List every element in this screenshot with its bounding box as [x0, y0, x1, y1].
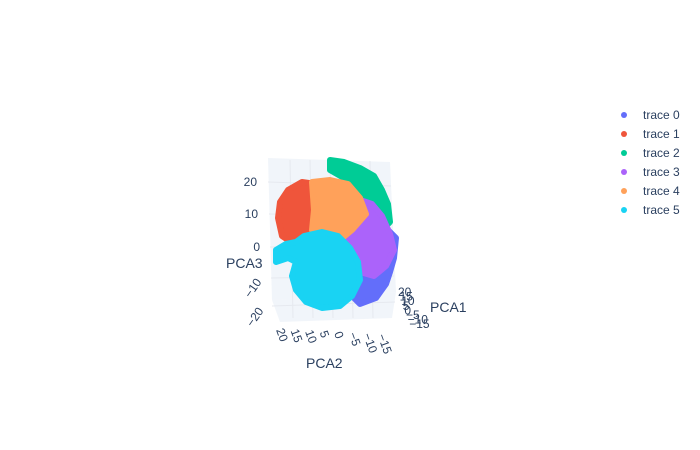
z-tick-label: 20 [244, 175, 258, 189]
legend-item[interactable]: trace 1 [621, 127, 680, 141]
z-tick-label: −10 [241, 275, 264, 300]
y-tick-label: 15 [288, 327, 306, 345]
legend-marker-icon [621, 150, 627, 156]
x-tick-label: 0 [404, 303, 411, 317]
legend-marker-icon [621, 207, 627, 213]
z-tick-label: −20 [243, 304, 266, 329]
legend-item[interactable]: trace 2 [621, 146, 680, 160]
x-tick-label: 20 [398, 285, 412, 299]
cluster-blob-4[interactable] [309, 177, 369, 243]
y-tick-label: −10 [360, 331, 380, 355]
legend-label: trace 1 [643, 127, 680, 141]
y-tick-label: 10 [302, 328, 320, 346]
legend-item[interactable]: trace 4 [621, 184, 680, 198]
y-tick-label: 5 [317, 329, 333, 340]
x-tick-label: 10 [401, 294, 415, 308]
legend-label: trace 4 [643, 184, 680, 198]
x-tick-label: 15 [400, 290, 414, 304]
cluster-trace-4[interactable] [309, 177, 369, 243]
legend[interactable]: trace 0 trace 1 trace 2 trace 3 trace 4 trace… [621, 108, 680, 217]
legend-label: trace 0 [643, 108, 680, 122]
x-axis-title: PCA1 [430, 299, 467, 315]
y-axis-title: PCA2 [306, 355, 343, 371]
legend-marker-icon [621, 169, 627, 175]
legend-item[interactable]: trace 0 [621, 108, 680, 122]
y-tick-label: −15 [375, 332, 395, 356]
cluster-blob-5[interactable] [273, 229, 363, 311]
cluster-trace-5[interactable] [273, 229, 363, 311]
y-tick-label: −5 [346, 330, 364, 348]
x-tick-label: −15 [409, 317, 430, 331]
y-tick-label: 0 [331, 329, 347, 340]
legend-label: trace 3 [643, 165, 680, 179]
legend-item[interactable]: trace 3 [621, 165, 680, 179]
legend-item[interactable]: trace 5 [621, 203, 680, 217]
z-tick-label: 0 [253, 240, 260, 254]
legend-label: trace 2 [643, 146, 680, 160]
x-tick-label: −10 [408, 313, 429, 327]
y-tick-label: 20 [273, 326, 291, 344]
x-tick-label: 5 [403, 299, 410, 313]
legend-marker-icon [621, 112, 627, 118]
axis-titles: PCA1 PCA2 PCA3 [226, 255, 467, 371]
x-tick-label: −5 [406, 308, 420, 322]
point-clusters[interactable] [273, 157, 399, 311]
legend-label: trace 5 [643, 203, 680, 217]
z-tick-label: 10 [245, 207, 259, 221]
legend-marker-icon [621, 131, 627, 137]
legend-marker-icon [621, 188, 627, 194]
z-axis-title: PCA3 [226, 255, 263, 271]
